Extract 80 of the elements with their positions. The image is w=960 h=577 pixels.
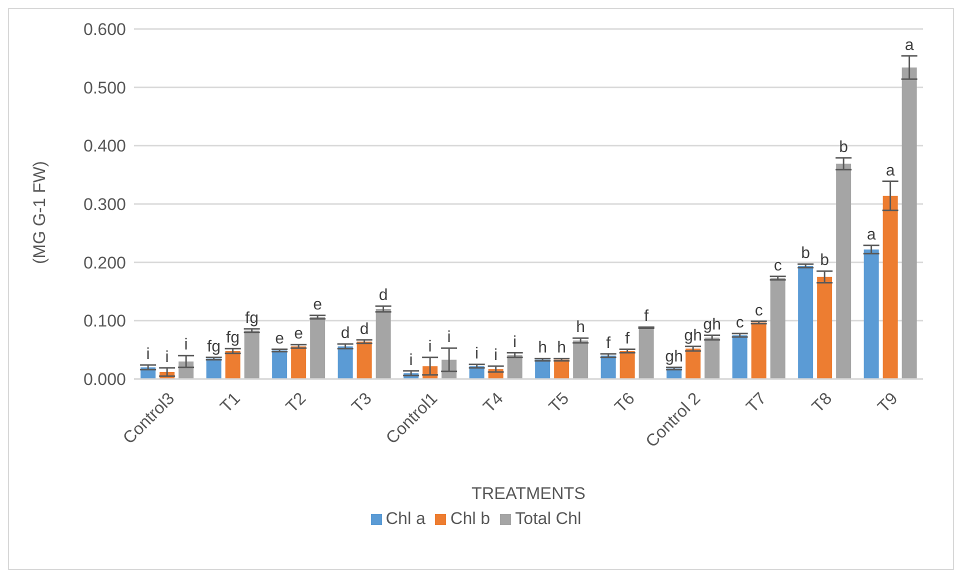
- bar: [600, 356, 616, 379]
- data-label: f: [625, 330, 630, 348]
- data-label: i: [409, 352, 413, 369]
- bar: [244, 330, 260, 379]
- data-label: i: [475, 345, 479, 362]
- data-label: c: [774, 257, 782, 274]
- y-tick-label: 0.000: [83, 370, 126, 390]
- bar: [864, 250, 879, 379]
- data-label: fg: [226, 330, 240, 347]
- data-label: i: [184, 336, 188, 354]
- bar: [817, 276, 832, 379]
- data-label: fg: [207, 338, 220, 356]
- bar: [310, 317, 326, 379]
- bar: [751, 322, 766, 379]
- data-label: i: [513, 334, 517, 351]
- data-label: h: [538, 340, 548, 357]
- data-label: b: [801, 245, 810, 262]
- bar: [798, 266, 814, 379]
- y-tick-label: 0.100: [83, 312, 126, 331]
- data-label: h: [576, 319, 586, 336]
- data-label: b: [820, 252, 830, 270]
- x-axis-title: TREATMENTS: [472, 484, 586, 503]
- legend-label: Chl a: [386, 509, 426, 528]
- x-tick-label: T7: [742, 388, 770, 416]
- y-tick-label: 0.400: [83, 136, 126, 156]
- bar: [356, 342, 372, 379]
- bar: [291, 346, 306, 379]
- bar: [882, 196, 898, 379]
- y-axis-title: (MG G-1 FW): [30, 161, 50, 264]
- data-label: gh: [665, 348, 683, 366]
- data-label: h: [557, 340, 566, 357]
- data-label: a: [904, 36, 914, 54]
- data-label: c: [754, 302, 763, 320]
- data-label: d: [340, 325, 350, 342]
- data-label: d: [378, 287, 388, 304]
- data-label: i: [447, 329, 451, 346]
- data-label: e: [275, 330, 284, 348]
- data-label: a: [866, 226, 876, 244]
- bar: [338, 346, 353, 379]
- x-tick-label: T5: [545, 388, 573, 416]
- data-label: i: [428, 338, 432, 356]
- y-tick-label: 0.200: [83, 253, 126, 272]
- y-tick-label: 0.500: [83, 78, 126, 98]
- x-tick-label: T9: [874, 388, 902, 416]
- bar: [686, 348, 701, 379]
- data-label: gh: [703, 316, 721, 334]
- bar: [573, 340, 588, 379]
- legend-label: Total Chl: [515, 509, 582, 528]
- bar: [638, 328, 654, 379]
- data-label: f: [644, 308, 650, 326]
- x-tick-label: T6: [610, 388, 638, 416]
- bar: [770, 278, 786, 379]
- data-label: d: [360, 320, 369, 338]
- bar: [507, 355, 522, 379]
- x-tick-label: T3: [348, 388, 376, 416]
- data-label: i: [165, 348, 169, 366]
- data-label: c: [736, 314, 744, 332]
- bar: [704, 338, 720, 379]
- bar: [732, 335, 748, 379]
- bar: [902, 68, 917, 379]
- bar: [206, 358, 222, 379]
- x-tick-label: T1: [216, 388, 244, 416]
- y-tick-label: 0.300: [83, 195, 126, 214]
- data-label: gh: [684, 327, 702, 344]
- y-tick-label: 0.600: [83, 20, 126, 40]
- data-label: a: [886, 162, 895, 180]
- legend-label: Chl b: [450, 509, 490, 528]
- data-label: b: [839, 138, 848, 156]
- data-label: f: [606, 334, 612, 352]
- bar: [225, 351, 240, 379]
- data-label: e: [313, 296, 322, 314]
- x-tick-label: T2: [282, 388, 310, 416]
- bar: [376, 309, 391, 379]
- data-label: i: [146, 346, 150, 363]
- bar: [836, 164, 852, 379]
- data-label: i: [494, 347, 498, 364]
- data-label: fg: [245, 310, 258, 327]
- x-tick-label: T8: [808, 388, 836, 416]
- x-tick-label: T4: [479, 388, 507, 416]
- data-label: e: [294, 326, 304, 343]
